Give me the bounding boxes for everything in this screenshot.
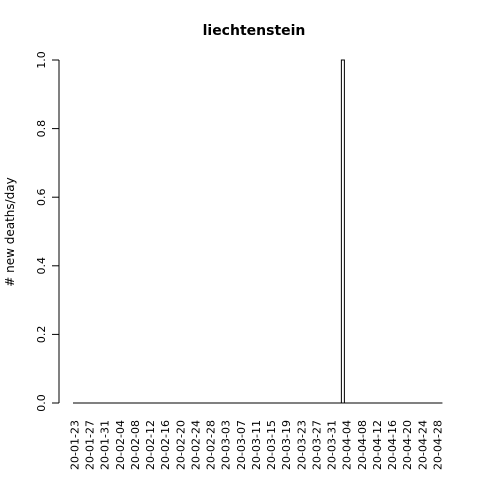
x-tick-label: 20-04-20: [401, 420, 414, 470]
x-tick-label: 20-02-20: [174, 420, 187, 470]
y-tick-label: 0.8: [35, 120, 48, 138]
bars: [340, 59, 345, 404]
y-ticks: 0.0 0.2 0.4 0.6 0.8 1.0: [35, 51, 59, 412]
x-tick-label: 20-04-12: [371, 420, 384, 470]
x-tick-label: 20-03-03: [220, 420, 233, 470]
x-tick-label: 20-03-15: [265, 420, 278, 470]
bar-20-04-03: [340, 59, 345, 404]
x-tick-label: 20-01-27: [84, 420, 97, 470]
x-tick-label: 20-04-28: [431, 420, 444, 470]
x-tick-label: 20-01-23: [69, 420, 82, 470]
x-tick-label: 20-04-16: [386, 420, 399, 470]
y-tick-label: 0.4: [35, 257, 48, 275]
x-tick-label: 20-03-23: [295, 420, 308, 470]
y-tick-label: 0.2: [35, 326, 48, 344]
x-tick-label: 20-02-24: [189, 420, 202, 470]
x-tick-label: 20-02-08: [129, 420, 142, 470]
x-tick-label: 20-01-31: [99, 420, 112, 470]
x-ticks: 20-01-23 20-01-27 20-01-31 20-02-04 20-02-08…: [69, 420, 445, 470]
y-tick-label: 0.6: [35, 188, 48, 206]
x-tick-label: 20-03-27: [310, 420, 323, 470]
x-tick-label: 20-03-07: [235, 420, 248, 470]
x-tick-label: 20-02-16: [159, 420, 172, 470]
x-tick-label: 20-04-24: [416, 420, 429, 470]
x-tick-label: 20-02-04: [114, 420, 127, 470]
x-tick-label: 20-03-19: [280, 420, 293, 470]
x-tick-label: 20-02-12: [144, 420, 157, 470]
x-tick-label: 20-03-31: [326, 420, 339, 470]
x-tick-label: 20-03-11: [250, 420, 263, 470]
x-tick-label: 20-04-04: [341, 420, 354, 470]
y-tick-label: 1.0: [35, 51, 48, 69]
y-tick-label: 0.0: [35, 394, 48, 412]
x-tick-label: 20-02-28: [205, 420, 218, 470]
x-tick-label: 20-04-08: [356, 420, 369, 470]
y-axis-label: # new deaths/day: [3, 177, 17, 287]
chart-title: liechtenstein: [203, 23, 306, 39]
